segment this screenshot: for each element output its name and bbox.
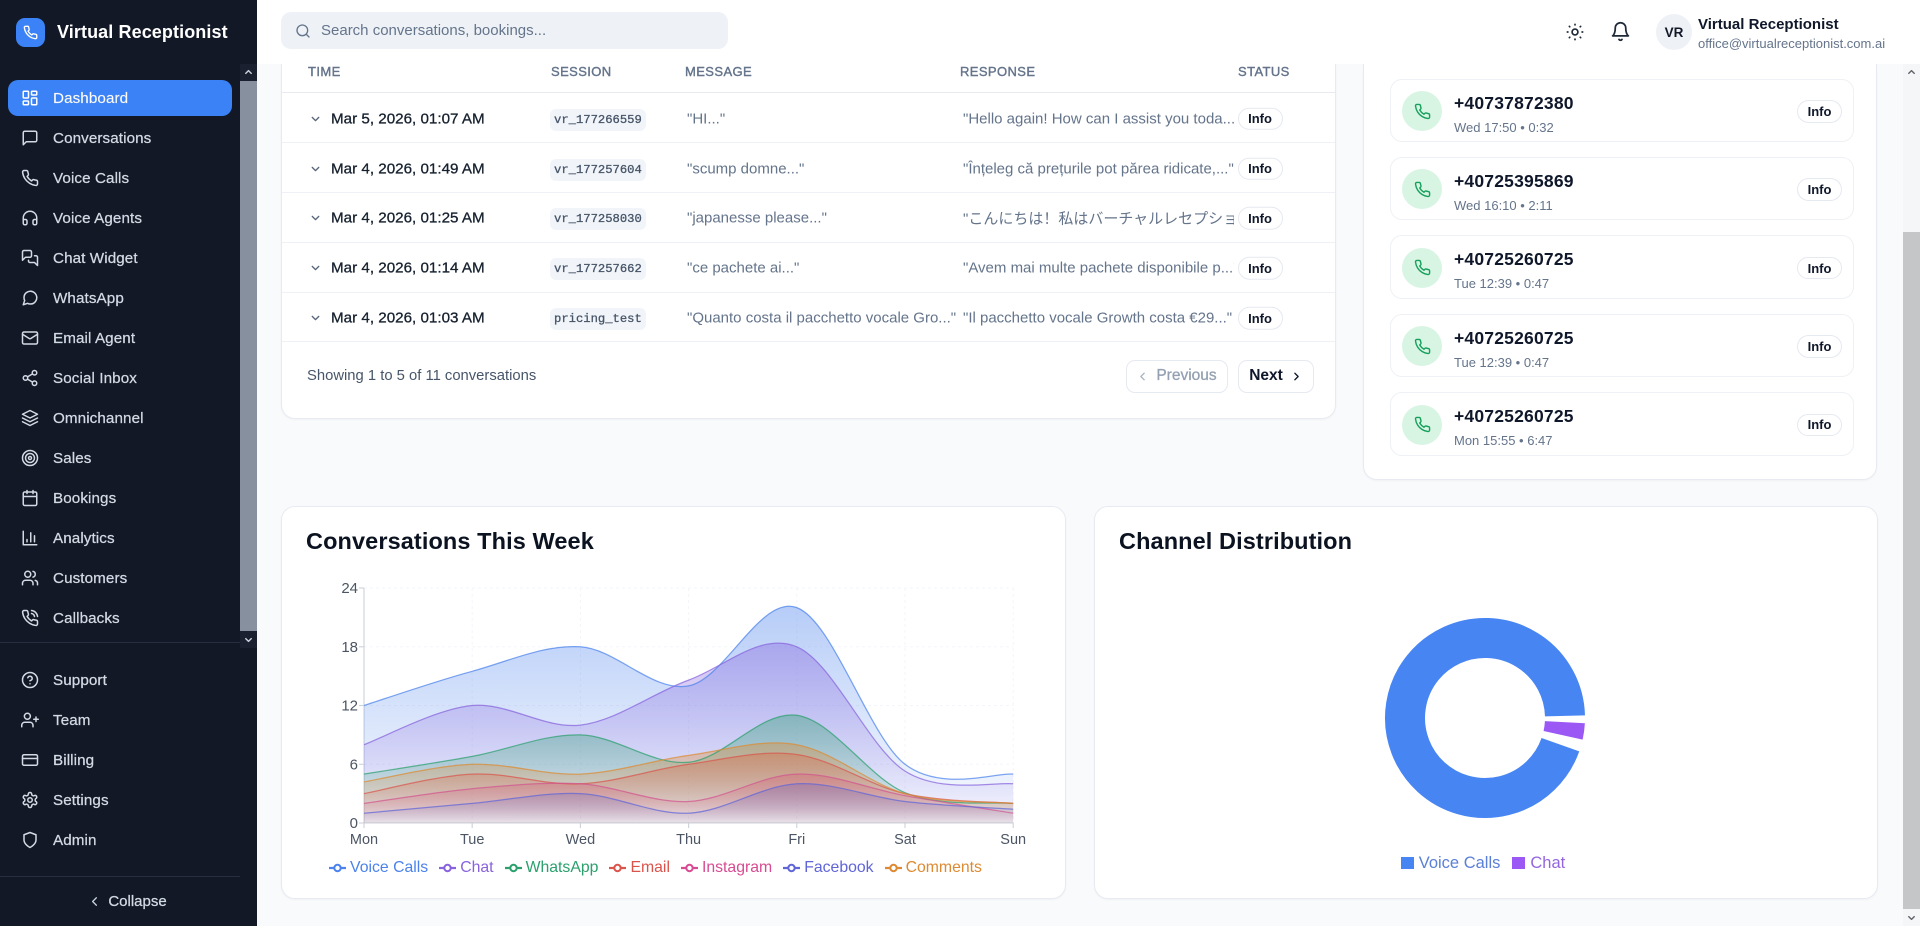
svg-text:Sat: Sat bbox=[894, 832, 916, 848]
svg-text:6: 6 bbox=[350, 756, 358, 773]
svg-text:0: 0 bbox=[350, 815, 358, 832]
svg-text:24: 24 bbox=[341, 580, 358, 597]
svg-text:Mon: Mon bbox=[350, 832, 378, 848]
svg-text:Fri: Fri bbox=[788, 832, 805, 848]
svg-text:Sun: Sun bbox=[1000, 832, 1026, 848]
svg-text:Wed: Wed bbox=[566, 832, 596, 848]
svg-text:12: 12 bbox=[341, 698, 358, 715]
svg-text:Tue: Tue bbox=[460, 832, 484, 848]
svg-text:18: 18 bbox=[341, 639, 358, 656]
svg-text:Thu: Thu bbox=[676, 832, 701, 848]
